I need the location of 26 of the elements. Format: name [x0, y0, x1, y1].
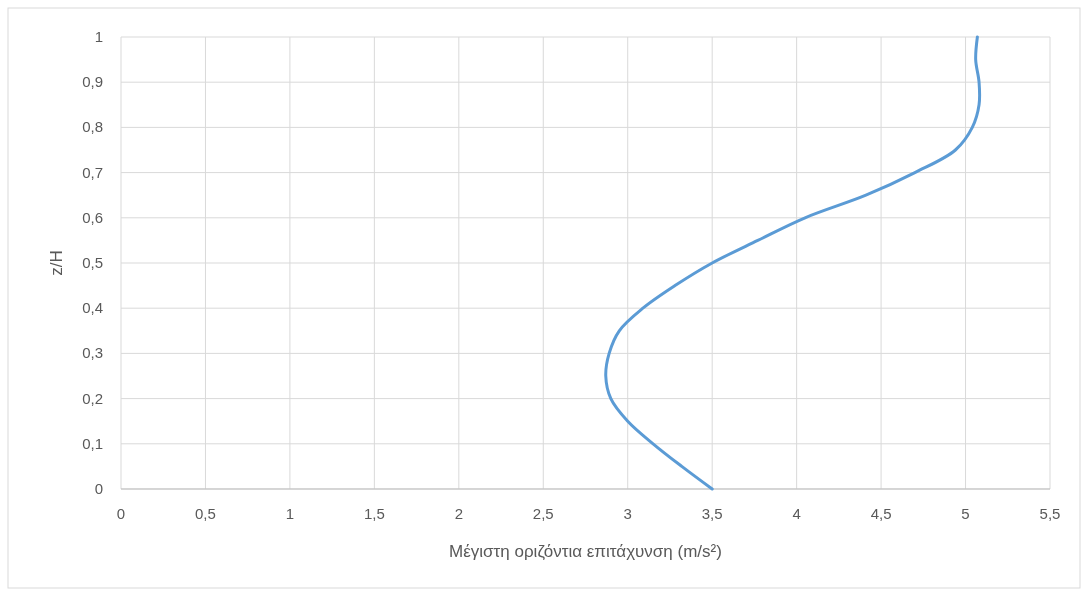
x-tick-label: 1,5 — [363, 505, 385, 522]
x-tick-label: 3,5 — [701, 505, 723, 522]
y-tick-label: 0,4 — [82, 299, 103, 317]
y-axis-title: z/H — [47, 250, 66, 276]
x-tick-label: 5,5 — [1039, 505, 1061, 522]
x-tick-label: 0,5 — [195, 505, 216, 522]
y-tick-label: 0,5 — [82, 254, 103, 271]
y-tick-label: 0,1 — [82, 434, 103, 452]
y-tick-label: 0,2 — [82, 389, 103, 407]
y-tick-label: 1 — [94, 28, 103, 45]
x-tick-label: 4,5 — [870, 505, 892, 522]
y-tick-label: 0 — [94, 480, 103, 497]
x-axis-title: Μέγιστη οριζόντια επιτάχυνση (m/s²) — [449, 542, 722, 561]
x-tick-label: 5 — [961, 505, 970, 522]
y-tick-label: 0,7 — [82, 163, 103, 181]
x-tick-label: 2 — [454, 505, 463, 522]
y-tick-label: 0,9 — [82, 73, 103, 91]
y-tick-label: 0,8 — [82, 118, 103, 136]
x-tick-label: 0 — [116, 505, 126, 522]
y-tick-label: 0,3 — [82, 344, 103, 362]
line-series — [604, 35, 982, 491]
x-tick-label: 2,5 — [532, 505, 554, 522]
y-tick-label: 0,6 — [82, 208, 103, 226]
x-tick-label: 4 — [792, 505, 801, 522]
x-tick-label: 1 — [285, 505, 295, 522]
x-tick-label: 3 — [623, 505, 632, 522]
